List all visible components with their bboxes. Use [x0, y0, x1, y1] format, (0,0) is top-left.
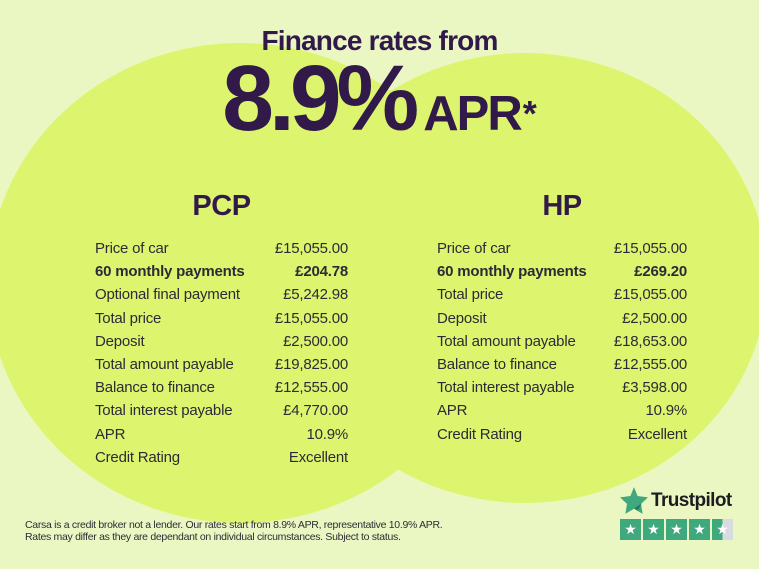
row-value: £3,598.00: [622, 379, 687, 397]
trustpilot-rating-stars: ★ ★ ★ ★ ★: [620, 519, 733, 540]
finance-table-row: Total price £15,055.00: [95, 307, 348, 330]
finance-table-row: 60 monthly payments £204.78: [95, 260, 348, 283]
row-value: £15,055.00: [274, 240, 348, 258]
rating-star-2: ★: [643, 519, 664, 540]
trustpilot-wordmark: Trustpilot: [651, 489, 732, 511]
row-value: £12,555.00: [613, 356, 687, 374]
row-label: Total interest payable: [437, 379, 575, 397]
trustpilot-star-icon: [620, 487, 648, 514]
headline-rate: 8.9% APR *: [0, 52, 759, 145]
rate-value: 8.9%: [222, 46, 419, 150]
pcp-table-title: PCP: [192, 190, 251, 222]
row-value: £269.20: [634, 263, 687, 281]
disclaimer-line-2: Rates may differ as they are dependant o…: [25, 531, 401, 543]
rate-unit: APR: [423, 87, 522, 141]
row-value: £15,055.00: [613, 286, 687, 304]
row-value: £204.78: [295, 263, 348, 281]
row-label: 60 monthly payments: [95, 263, 245, 281]
finance-table-row: Optional final payment £5,242.98: [95, 283, 348, 306]
finance-table-row: Total interest payable £3,598.00: [437, 376, 687, 399]
trustpilot-logo-row: Trustpilot: [620, 487, 733, 514]
rating-star-5: ★: [712, 519, 733, 540]
finance-table-row: Credit Rating Excellent: [437, 423, 687, 446]
row-label: Total amount payable: [437, 332, 576, 350]
star-glyph-icon: ★: [624, 521, 637, 538]
row-value: £2,500.00: [622, 309, 687, 327]
row-value: Excellent: [627, 425, 687, 443]
disclaimer: Carsa is a credit broker not a lender. O…: [25, 519, 585, 543]
rate-asterisk: *: [522, 93, 537, 134]
row-value: 10.9%: [306, 425, 348, 443]
row-value: £18,653.00: [613, 332, 687, 350]
finance-table-row: Total interest payable £4,770.00: [95, 399, 348, 422]
row-label: 60 monthly payments: [437, 263, 587, 281]
row-label: Total price: [437, 286, 504, 304]
trustpilot-widget: Trustpilot ★ ★ ★ ★ ★: [620, 487, 733, 540]
hp-table-rows: Price of car £15,055.00 60 monthly payme…: [437, 237, 687, 446]
row-value: Excellent: [288, 448, 348, 466]
star-glyph-icon: ★: [670, 521, 683, 538]
disclaimer-line-1: Carsa is a credit broker not a lender. O…: [25, 519, 443, 531]
finance-table-row: Deposit £2,500.00: [437, 307, 687, 330]
star-glyph-icon: ★: [693, 521, 706, 538]
row-label: Optional final payment: [95, 286, 240, 304]
finance-table-row: Total amount payable £19,825.00: [95, 353, 348, 376]
row-label: Balance to finance: [437, 356, 557, 374]
finance-table-row: Balance to finance £12,555.00: [437, 353, 687, 376]
star-glyph-icon: ★: [716, 521, 729, 538]
background-circle-right: [283, 53, 759, 503]
banner-title: Finance rates from: [261, 25, 498, 56]
row-label: APR: [95, 425, 126, 443]
row-value: £12,555.00: [274, 379, 348, 397]
row-label: Deposit: [95, 332, 145, 350]
finance-table-row: Deposit £2,500.00: [95, 330, 348, 353]
finance-table-row: Price of car £15,055.00: [95, 237, 348, 260]
finance-table-row: 60 monthly payments £269.20: [437, 260, 687, 283]
row-label: Price of car: [95, 240, 169, 258]
row-label: Total interest payable: [95, 402, 233, 420]
row-value: £15,055.00: [613, 240, 687, 258]
row-label: Credit Rating: [95, 448, 180, 466]
hp-finance-table: HP Price of car £15,055.00 60 monthly pa…: [437, 190, 687, 446]
finance-table-row: Balance to finance £12,555.00: [95, 376, 348, 399]
row-label: Deposit: [437, 309, 487, 327]
rating-star-4: ★: [689, 519, 710, 540]
rating-star-3: ★: [666, 519, 687, 540]
finance-table-row: APR 10.9%: [437, 399, 687, 422]
row-value: £19,825.00: [274, 356, 348, 374]
pcp-table-rows: Price of car £15,055.00 60 monthly payme…: [95, 237, 348, 469]
pcp-finance-table: PCP Price of car £15,055.00 60 monthly p…: [95, 190, 348, 469]
row-label: Total amount payable: [95, 356, 234, 374]
row-label: Credit Rating: [437, 425, 522, 443]
finance-table-row: Total amount payable £18,653.00: [437, 330, 687, 353]
finance-table-row: Price of car £15,055.00: [437, 237, 687, 260]
row-value: £4,770.00: [283, 402, 348, 420]
finance-table-row: Total price £15,055.00: [437, 283, 687, 306]
hp-table-title: HP: [542, 190, 582, 222]
row-label: APR: [437, 402, 468, 420]
row-value: £15,055.00: [274, 309, 348, 327]
row-label: Balance to finance: [95, 379, 215, 397]
star-glyph-icon: ★: [647, 521, 660, 538]
rating-star-1: ★: [620, 519, 641, 540]
row-label: Total price: [95, 309, 162, 327]
row-label: Price of car: [437, 240, 511, 258]
finance-table-row: Credit Rating Excellent: [95, 446, 348, 469]
row-value: £2,500.00: [283, 332, 348, 350]
finance-table-row: APR 10.9%: [95, 423, 348, 446]
row-value: 10.9%: [645, 402, 687, 420]
row-value: £5,242.98: [283, 286, 348, 304]
